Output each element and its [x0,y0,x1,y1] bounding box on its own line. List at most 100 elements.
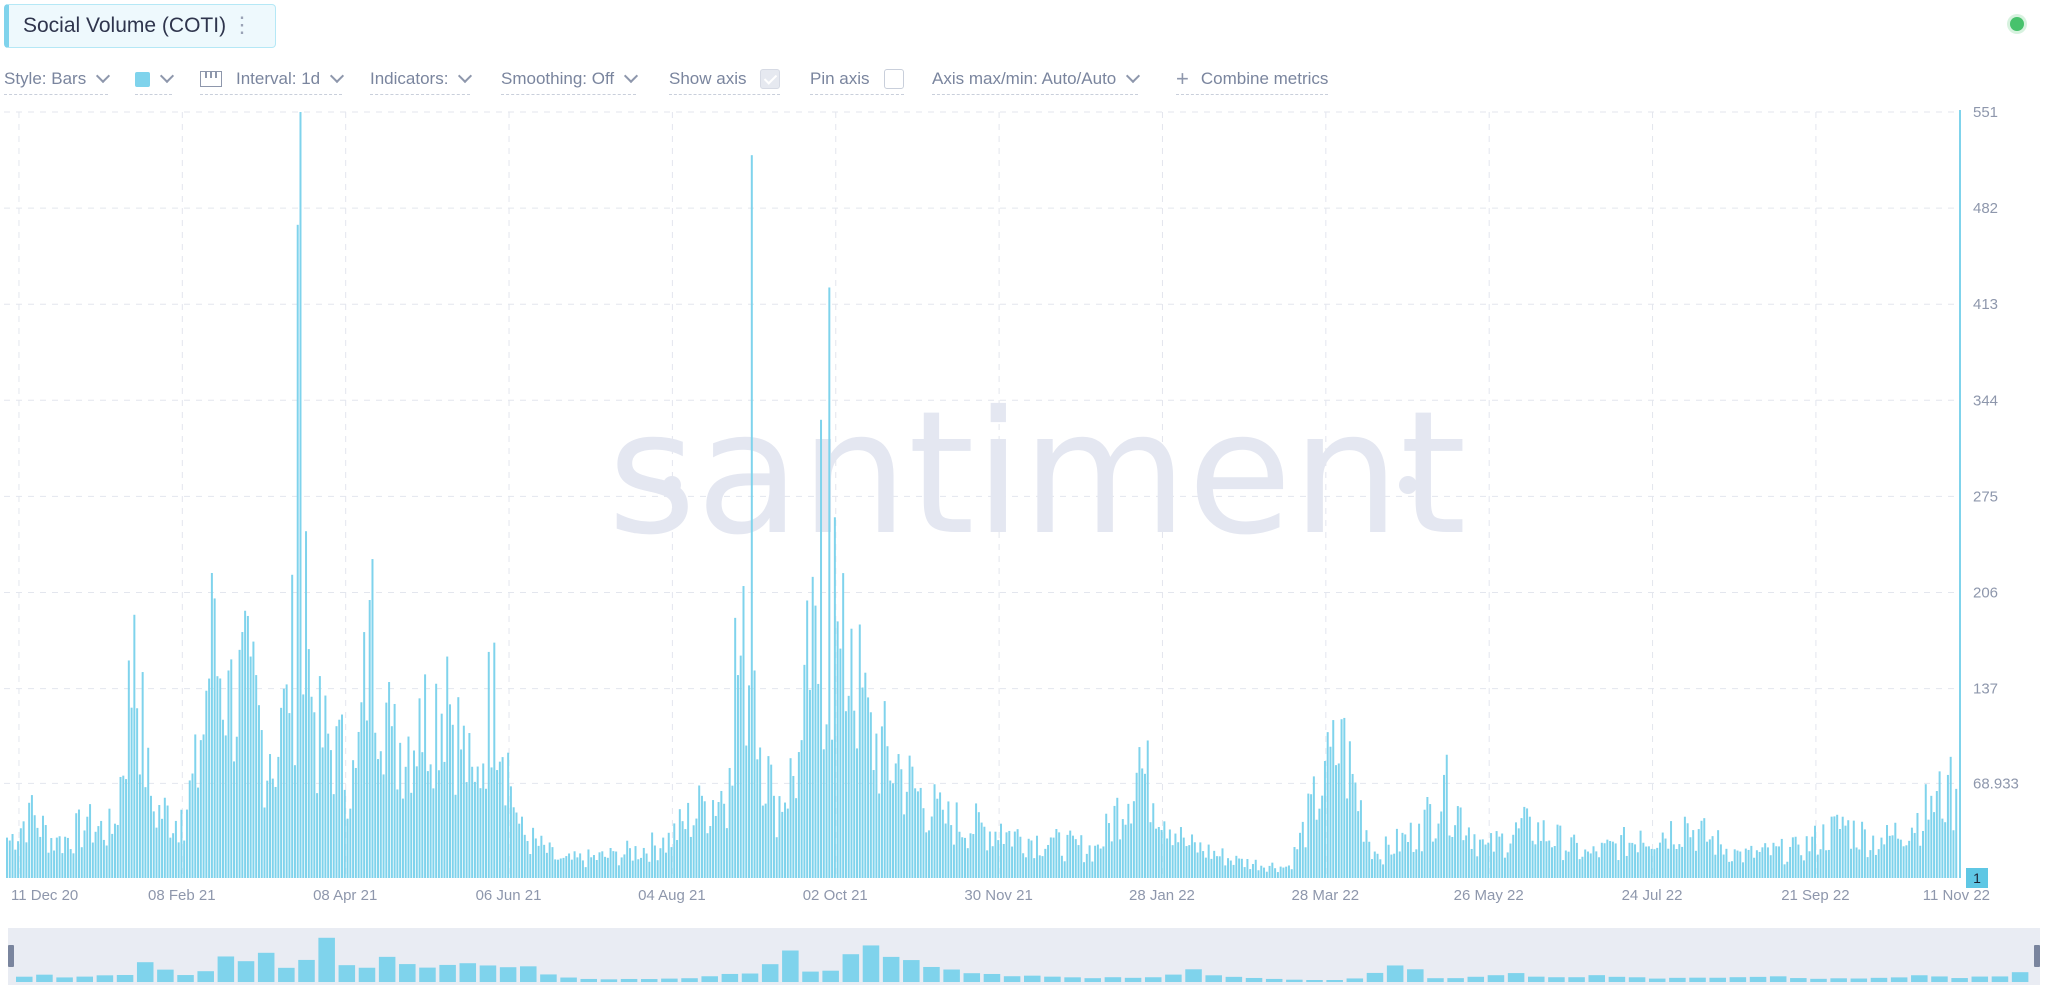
bar [1152,803,1155,878]
bar [1130,823,1133,878]
bar [1791,837,1794,878]
interval-dropdown[interactable]: Interval: 1d [200,64,345,95]
bar [476,766,479,878]
bar [1035,835,1038,878]
bar [138,774,141,878]
pin-axis-checkbox[interactable] [883,69,904,89]
bar [379,751,382,878]
bar [487,651,490,878]
x-tick-label: 04 Aug 21 [638,887,706,904]
bar [579,853,582,878]
bar [659,848,662,878]
bar [1168,829,1171,878]
bar [1739,851,1742,878]
bar [1495,831,1498,878]
navigator-bar [358,967,376,982]
navigator-bar [1548,977,1565,982]
bar [1254,859,1257,878]
bar [892,783,894,878]
bar [526,841,529,878]
combine-metrics-button[interactable]: + Combine metrics [1176,64,1329,95]
bar [1719,844,1722,878]
bar [1407,842,1409,878]
bar [1797,844,1800,878]
navigator-bar [681,978,698,982]
bar [1675,848,1678,878]
indicators-dropdown[interactable]: Indicators: [370,64,473,95]
bar [66,837,69,878]
bar [950,825,953,878]
bar [1955,788,1958,878]
color-picker[interactable] [135,64,175,95]
navigator-right-handle[interactable] [2034,945,2040,967]
bar [368,600,371,878]
bar [1553,846,1556,878]
bar [615,851,618,878]
bar [183,840,186,878]
pin-axis-toggle[interactable]: Pin axis [810,64,904,95]
bar [1473,834,1476,878]
bar [1459,807,1462,878]
bar [241,632,244,878]
bar [421,752,424,878]
navigator-bar [1124,977,1142,982]
smoothing-dropdown[interactable]: Smoothing: Off [501,64,639,95]
bar [1897,838,1900,878]
bar [1210,858,1213,878]
bar [1276,872,1279,878]
bar [698,785,701,878]
bar [291,574,294,878]
bar [709,826,712,878]
bar [955,802,958,878]
bar [1434,838,1437,878]
style-dropdown[interactable]: Style: Bars [4,64,111,95]
bar [961,837,964,878]
bar [842,573,845,878]
bar [620,857,623,878]
bar [1711,836,1714,878]
show-axis-checkbox[interactable] [760,69,781,89]
navigator-bar [499,967,517,982]
bar [396,789,399,878]
axis-maxmin-dropdown[interactable]: Axis max/min: Auto/Auto [932,64,1141,95]
metric-title-box[interactable]: Social Volume (COTI) ⋮ [4,4,276,48]
bar [662,837,665,878]
bar [565,856,568,878]
bar [1503,857,1506,878]
bar [742,586,745,878]
bar [894,763,897,878]
bar [775,837,778,878]
x-tick-label: 08 Feb 21 [148,887,216,904]
bar [293,765,296,878]
bar [424,674,427,878]
bar [246,615,249,878]
bar [883,701,886,878]
bar [1548,840,1551,878]
navigator-bar [177,975,194,982]
bar [1149,822,1152,878]
bar [1814,825,1817,878]
bar [460,749,463,878]
bar [858,624,861,878]
bar [1902,846,1905,878]
more-options-icon[interactable]: ⋮ [231,12,253,37]
navigator-left-handle[interactable] [8,945,14,967]
navigator-bar [479,965,497,982]
bar [1041,856,1044,878]
bar [1733,849,1736,878]
bar [977,812,980,878]
bar [559,858,562,878]
bar [338,719,341,878]
bar [1163,821,1166,878]
bar [1301,821,1304,878]
bar [335,726,338,878]
bar [1816,854,1819,878]
bar [1005,832,1008,878]
bar [1299,832,1302,878]
show-axis-toggle[interactable]: Show axis [669,64,781,95]
bar [188,780,191,878]
bar [113,823,116,878]
bar [820,419,823,878]
bar [700,795,703,878]
